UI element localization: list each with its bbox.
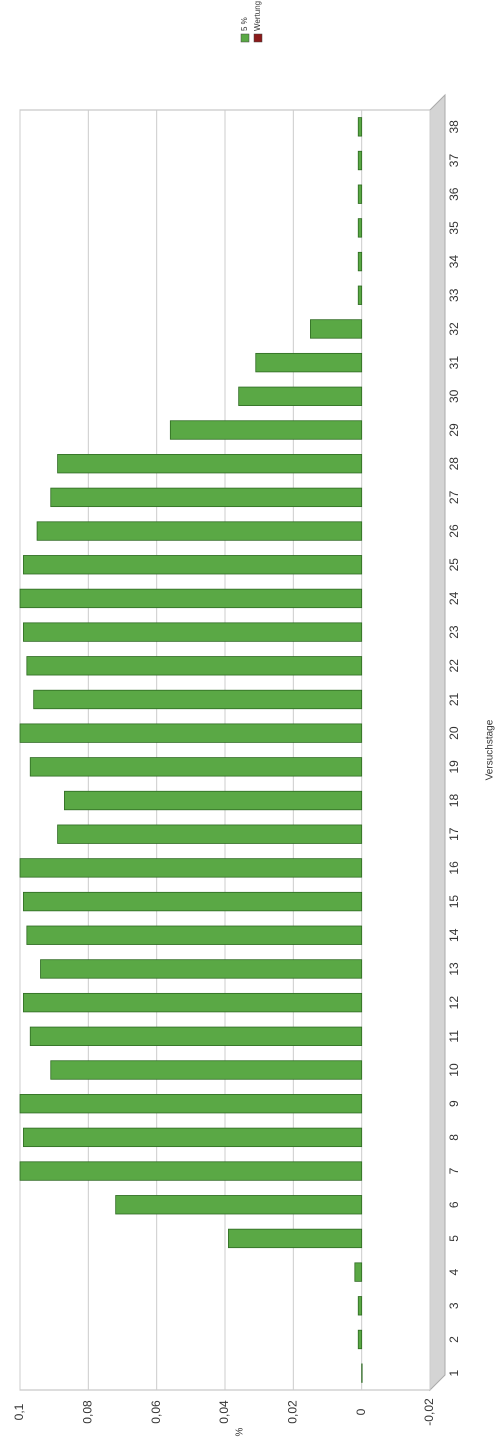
bar xyxy=(357,150,363,171)
x-tick-label: 8 xyxy=(447,1134,461,1141)
x-tick-label: 4 xyxy=(447,1268,461,1275)
bar xyxy=(23,555,363,575)
legend-swatch xyxy=(253,33,263,43)
bar xyxy=(29,1026,363,1046)
bar xyxy=(23,891,363,912)
x-tick-label: 7 xyxy=(447,1167,461,1174)
legend-label: 5 % xyxy=(240,17,249,31)
bar xyxy=(238,386,363,406)
x-tick-label: 10 xyxy=(447,1063,461,1077)
x-tick-label: 23 xyxy=(447,625,461,639)
x-tick-label: 25 xyxy=(447,558,461,572)
x-tick-label: 13 xyxy=(447,962,461,976)
x-tick-label: 22 xyxy=(447,659,461,673)
x-tick-label: 31 xyxy=(447,356,461,370)
bar xyxy=(357,285,363,305)
x-tick-label: 12 xyxy=(447,996,461,1010)
x-tick-label: 2 xyxy=(447,1336,461,1343)
x-tick-label: 24 xyxy=(447,591,461,605)
x-axis-title: Versuchstage xyxy=(485,719,496,780)
x-tick-label: 35 xyxy=(447,221,461,235)
x-tick-label: 37 xyxy=(447,154,461,168)
bar xyxy=(19,1094,363,1114)
bar xyxy=(50,487,363,508)
chart-body: Versuchstage % -0,02 0 0,02 0,04 0,06 0,08 0,1… xyxy=(12,1,495,1437)
x-tick-label: 21 xyxy=(447,692,461,706)
bar xyxy=(57,824,363,844)
bar xyxy=(19,1161,363,1181)
bar xyxy=(23,992,363,1013)
x-tick-label: 19 xyxy=(447,760,461,774)
x-tick-label: 1 xyxy=(447,1370,461,1377)
x-tick-label: 26 xyxy=(447,524,461,538)
bar xyxy=(26,656,363,676)
bar xyxy=(33,689,363,710)
bar xyxy=(169,420,363,440)
bar xyxy=(26,925,363,945)
bar xyxy=(357,1296,363,1316)
bar xyxy=(23,622,363,642)
y-tick-label: 0 xyxy=(354,1408,368,1415)
bar xyxy=(115,1195,363,1215)
y-tick-label: 0,04 xyxy=(217,1400,231,1424)
bar xyxy=(50,1060,363,1080)
x-tick-label: 29 xyxy=(447,423,461,437)
x-tick-label: 5 xyxy=(447,1235,461,1242)
x-tick-label: 28 xyxy=(447,457,461,471)
x-tick-label: 16 xyxy=(447,861,461,875)
x-tick-label: 30 xyxy=(447,389,461,403)
bar xyxy=(357,218,363,238)
x-tick-label: 11 xyxy=(447,1030,461,1043)
bar xyxy=(357,251,363,272)
y-tick-label: 0,08 xyxy=(81,1400,95,1424)
legend-label: Wertung xyxy=(253,1,262,31)
x-tick-label: 15 xyxy=(447,895,461,909)
bar xyxy=(354,1262,363,1282)
x-tick-label: 14 xyxy=(447,928,461,942)
bar xyxy=(361,1363,363,1383)
x-tick-label: 9 xyxy=(447,1100,461,1107)
x-tick-label: 33 xyxy=(447,288,461,302)
bar xyxy=(310,319,363,339)
x-tick-label: 27 xyxy=(447,490,461,504)
bar xyxy=(357,1329,363,1350)
bar xyxy=(357,184,363,204)
bar xyxy=(228,1228,363,1249)
bar xyxy=(64,790,363,811)
bar xyxy=(57,454,363,474)
x-tick-label: 34 xyxy=(447,255,461,269)
x-tick-label: 18 xyxy=(447,794,461,808)
floor xyxy=(429,93,446,1392)
legend-swatch xyxy=(240,33,250,43)
y-tick-label: 0,02 xyxy=(286,1400,300,1424)
bar xyxy=(255,352,363,373)
bar xyxy=(36,521,363,541)
y-axis-title: % xyxy=(235,1427,246,1436)
x-tick-label: 6 xyxy=(447,1201,461,1208)
bar xyxy=(19,858,363,878)
bar xyxy=(23,1127,363,1148)
y-tick-label: 0,1 xyxy=(12,1403,26,1420)
bar xyxy=(357,117,363,137)
y-tick-label: -0,02 xyxy=(422,1398,436,1426)
x-tick-label: 20 xyxy=(447,726,461,740)
bar xyxy=(40,959,363,979)
bar xyxy=(19,723,363,743)
bar xyxy=(19,588,363,609)
x-tick-label: 32 xyxy=(447,322,461,336)
x-tick-label: 17 xyxy=(447,827,461,841)
y-tick-label: 0,06 xyxy=(149,1400,163,1424)
x-tick-label: 36 xyxy=(447,187,461,201)
bar xyxy=(29,757,363,777)
x-tick-label: 38 xyxy=(447,120,461,134)
x-tick-label: 3 xyxy=(447,1302,461,1309)
